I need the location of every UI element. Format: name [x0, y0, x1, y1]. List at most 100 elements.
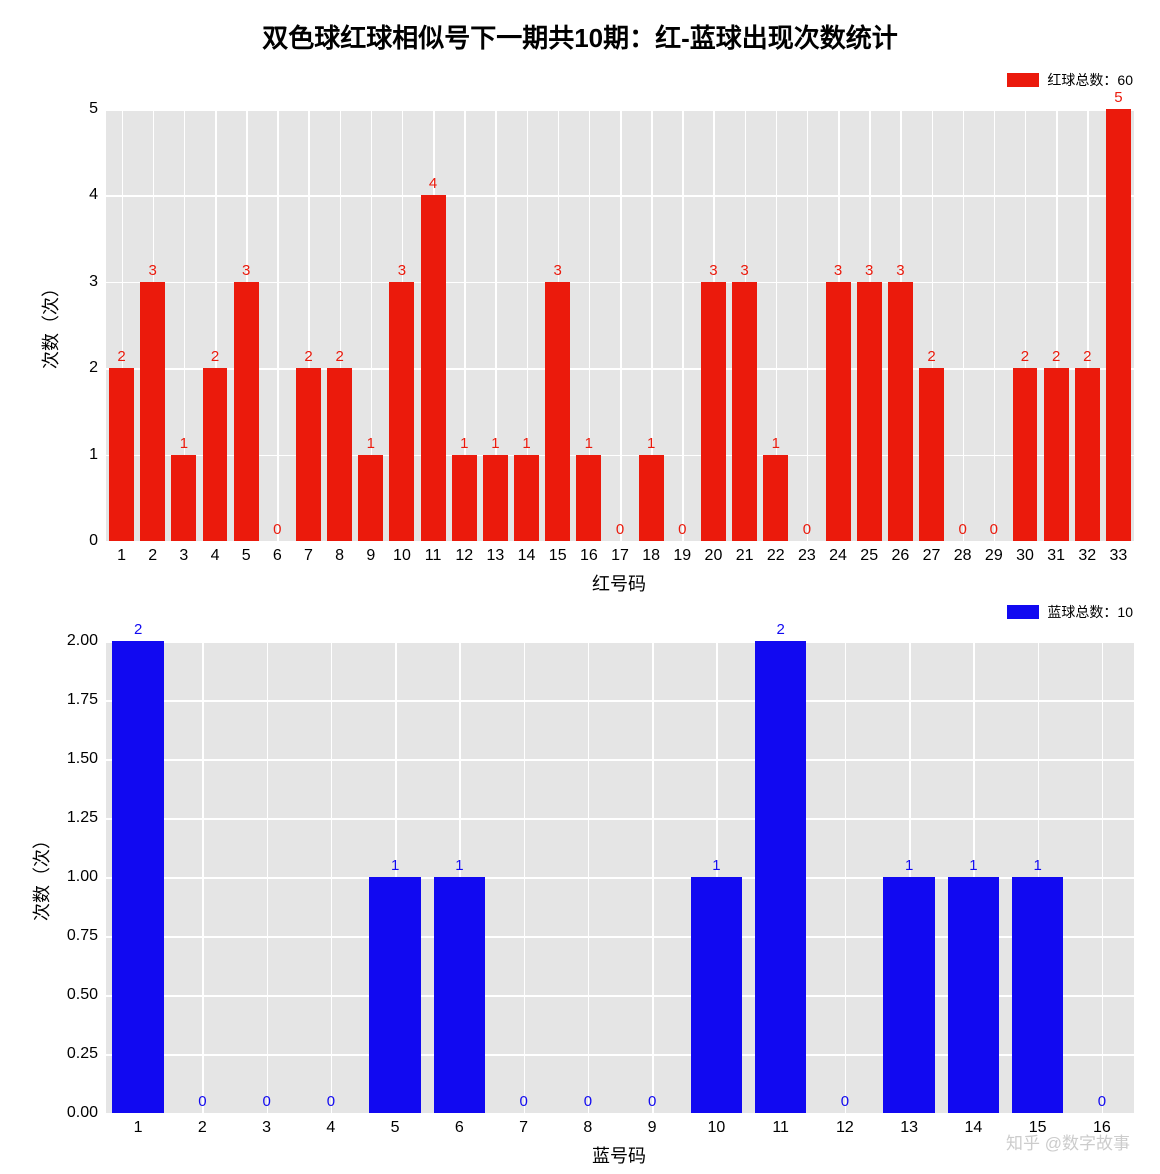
bar-value-label: 5: [1103, 89, 1133, 106]
bar: [701, 282, 726, 541]
bar: [514, 455, 539, 541]
ytick-label: 2.00: [67, 632, 106, 650]
xtick-label: 15: [549, 541, 567, 565]
bar-value-label: 0: [1087, 1093, 1117, 1110]
ytick-label: 0: [89, 532, 106, 550]
gridline-v: [1102, 641, 1104, 1113]
bar-value-label: 1: [1023, 857, 1053, 874]
gridline-v: [807, 109, 809, 541]
xtick-label: 21: [736, 541, 754, 565]
bar: [1013, 368, 1038, 541]
xtick-label: 23: [798, 541, 816, 565]
bar-value-label: 0: [979, 521, 1009, 538]
bar: [948, 877, 999, 1113]
ytick-label: 0.75: [67, 927, 106, 945]
legend-red: 红球总数：60: [1007, 70, 1133, 90]
bar-value-label: 3: [823, 262, 853, 279]
xtick-label: 9: [366, 541, 375, 565]
xtick-label: 1: [117, 541, 126, 565]
bar-value-label: 0: [252, 1093, 282, 1110]
xtick-label: 25: [860, 541, 878, 565]
bar-value-label: 2: [107, 348, 137, 365]
xtick-label: 18: [642, 541, 660, 565]
bar-value-label: 1: [380, 857, 410, 874]
gridline-v: [652, 641, 654, 1113]
ytick-label: 0.25: [67, 1045, 106, 1063]
ylabel-red: 次数（次）: [37, 279, 63, 369]
xtick-label: 29: [985, 541, 1003, 565]
gridline-h: [106, 759, 1134, 761]
bar-value-label: 3: [231, 262, 261, 279]
bar-value-label: 0: [948, 521, 978, 538]
xtick-label: 16: [580, 541, 598, 565]
bar-value-label: 3: [543, 262, 573, 279]
bar: [883, 877, 934, 1113]
bar: [296, 368, 321, 541]
gridline-v: [267, 641, 269, 1113]
xtick-label: 26: [891, 541, 909, 565]
xtick-label: 2: [198, 1113, 207, 1137]
bar-value-label: 0: [509, 1093, 539, 1110]
bar-value-label: 1: [636, 435, 666, 452]
page-title: 双色球红球相似号下一期共10期：红-蓝球出现次数统计: [0, 0, 1160, 55]
bar-value-label: 0: [830, 1093, 860, 1110]
bar: [358, 455, 383, 541]
bar-value-label: 0: [792, 521, 822, 538]
xtick-label: 6: [455, 1113, 464, 1137]
bar-value-label: 0: [316, 1093, 346, 1110]
bar-value-label: 2: [1010, 348, 1040, 365]
bar-value-label: 1: [958, 857, 988, 874]
bar: [691, 877, 742, 1113]
bar: [327, 368, 352, 541]
gridline-h: [106, 818, 1134, 820]
bar-value-label: 1: [761, 435, 791, 452]
gridline-v: [620, 109, 622, 541]
bar: [421, 195, 446, 541]
xtick-label: 31: [1047, 541, 1065, 565]
bar-value-label: 1: [701, 857, 731, 874]
xtick-label: 4: [326, 1113, 335, 1137]
bar: [1106, 109, 1131, 541]
xtick-label: 17: [611, 541, 629, 565]
bar: [434, 877, 485, 1113]
bar-value-label: 3: [387, 262, 417, 279]
bar: [919, 368, 944, 541]
chart-blue: 0.000.250.500.751.001.251.501.752.001220…: [105, 640, 1135, 1114]
ytick-label: 0.00: [67, 1104, 106, 1122]
ytick-label: 3: [89, 273, 106, 291]
xlabel-blue: 蓝号码: [592, 1142, 646, 1168]
bar: [857, 282, 882, 541]
gridline-v: [202, 641, 204, 1113]
watermark: 知乎 @数字故事: [1006, 1129, 1130, 1154]
bar-value-label: 0: [667, 521, 697, 538]
bar-value-label: 2: [917, 348, 947, 365]
bar: [732, 282, 757, 541]
xtick-label: 22: [767, 541, 785, 565]
bar: [140, 282, 165, 541]
bar-value-label: 2: [1041, 348, 1071, 365]
bar-value-label: 0: [605, 521, 635, 538]
xtick-label: 33: [1110, 541, 1128, 565]
xtick-label: 13: [900, 1113, 918, 1137]
ytick-label: 1.00: [67, 868, 106, 886]
xtick-label: 8: [335, 541, 344, 565]
bar-value-label: 2: [1072, 348, 1102, 365]
xtick-label: 7: [519, 1113, 528, 1137]
ytick-label: 1.25: [67, 809, 106, 827]
ytick-label: 0.50: [67, 986, 106, 1004]
bar-value-label: 3: [885, 262, 915, 279]
gridline-v: [845, 641, 847, 1113]
legend-blue: 蓝球总数：10: [1007, 602, 1133, 622]
bar-value-label: 1: [444, 857, 474, 874]
gridline-v: [277, 109, 279, 541]
bar: [639, 455, 664, 541]
legend-label-blue: 蓝球总数：10: [1047, 602, 1133, 622]
bar: [1012, 877, 1063, 1113]
ytick-label: 4: [89, 186, 106, 204]
xtick-label: 24: [829, 541, 847, 565]
bar: [369, 877, 420, 1113]
bar-value-label: 3: [854, 262, 884, 279]
bar-value-label: 1: [449, 435, 479, 452]
bar: [755, 641, 806, 1113]
bar: [545, 282, 570, 541]
